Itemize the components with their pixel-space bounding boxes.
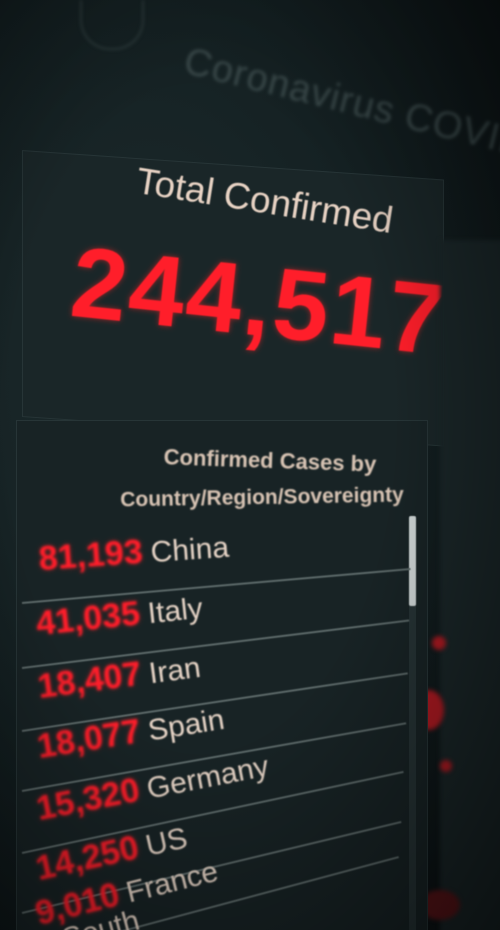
country-name: Spain xyxy=(145,702,227,748)
logo-icon xyxy=(80,0,144,50)
country-name: Italy xyxy=(146,591,205,631)
world-map-panel[interactable] xyxy=(440,240,500,930)
country-name: China xyxy=(149,530,231,570)
map-case-marker[interactable] xyxy=(432,636,446,650)
country-name: Iran xyxy=(146,650,203,691)
case-count: 81,193 xyxy=(37,532,144,578)
map-case-marker[interactable] xyxy=(440,760,452,772)
page-title: Coronavirus COVID-19 xyxy=(179,40,500,181)
